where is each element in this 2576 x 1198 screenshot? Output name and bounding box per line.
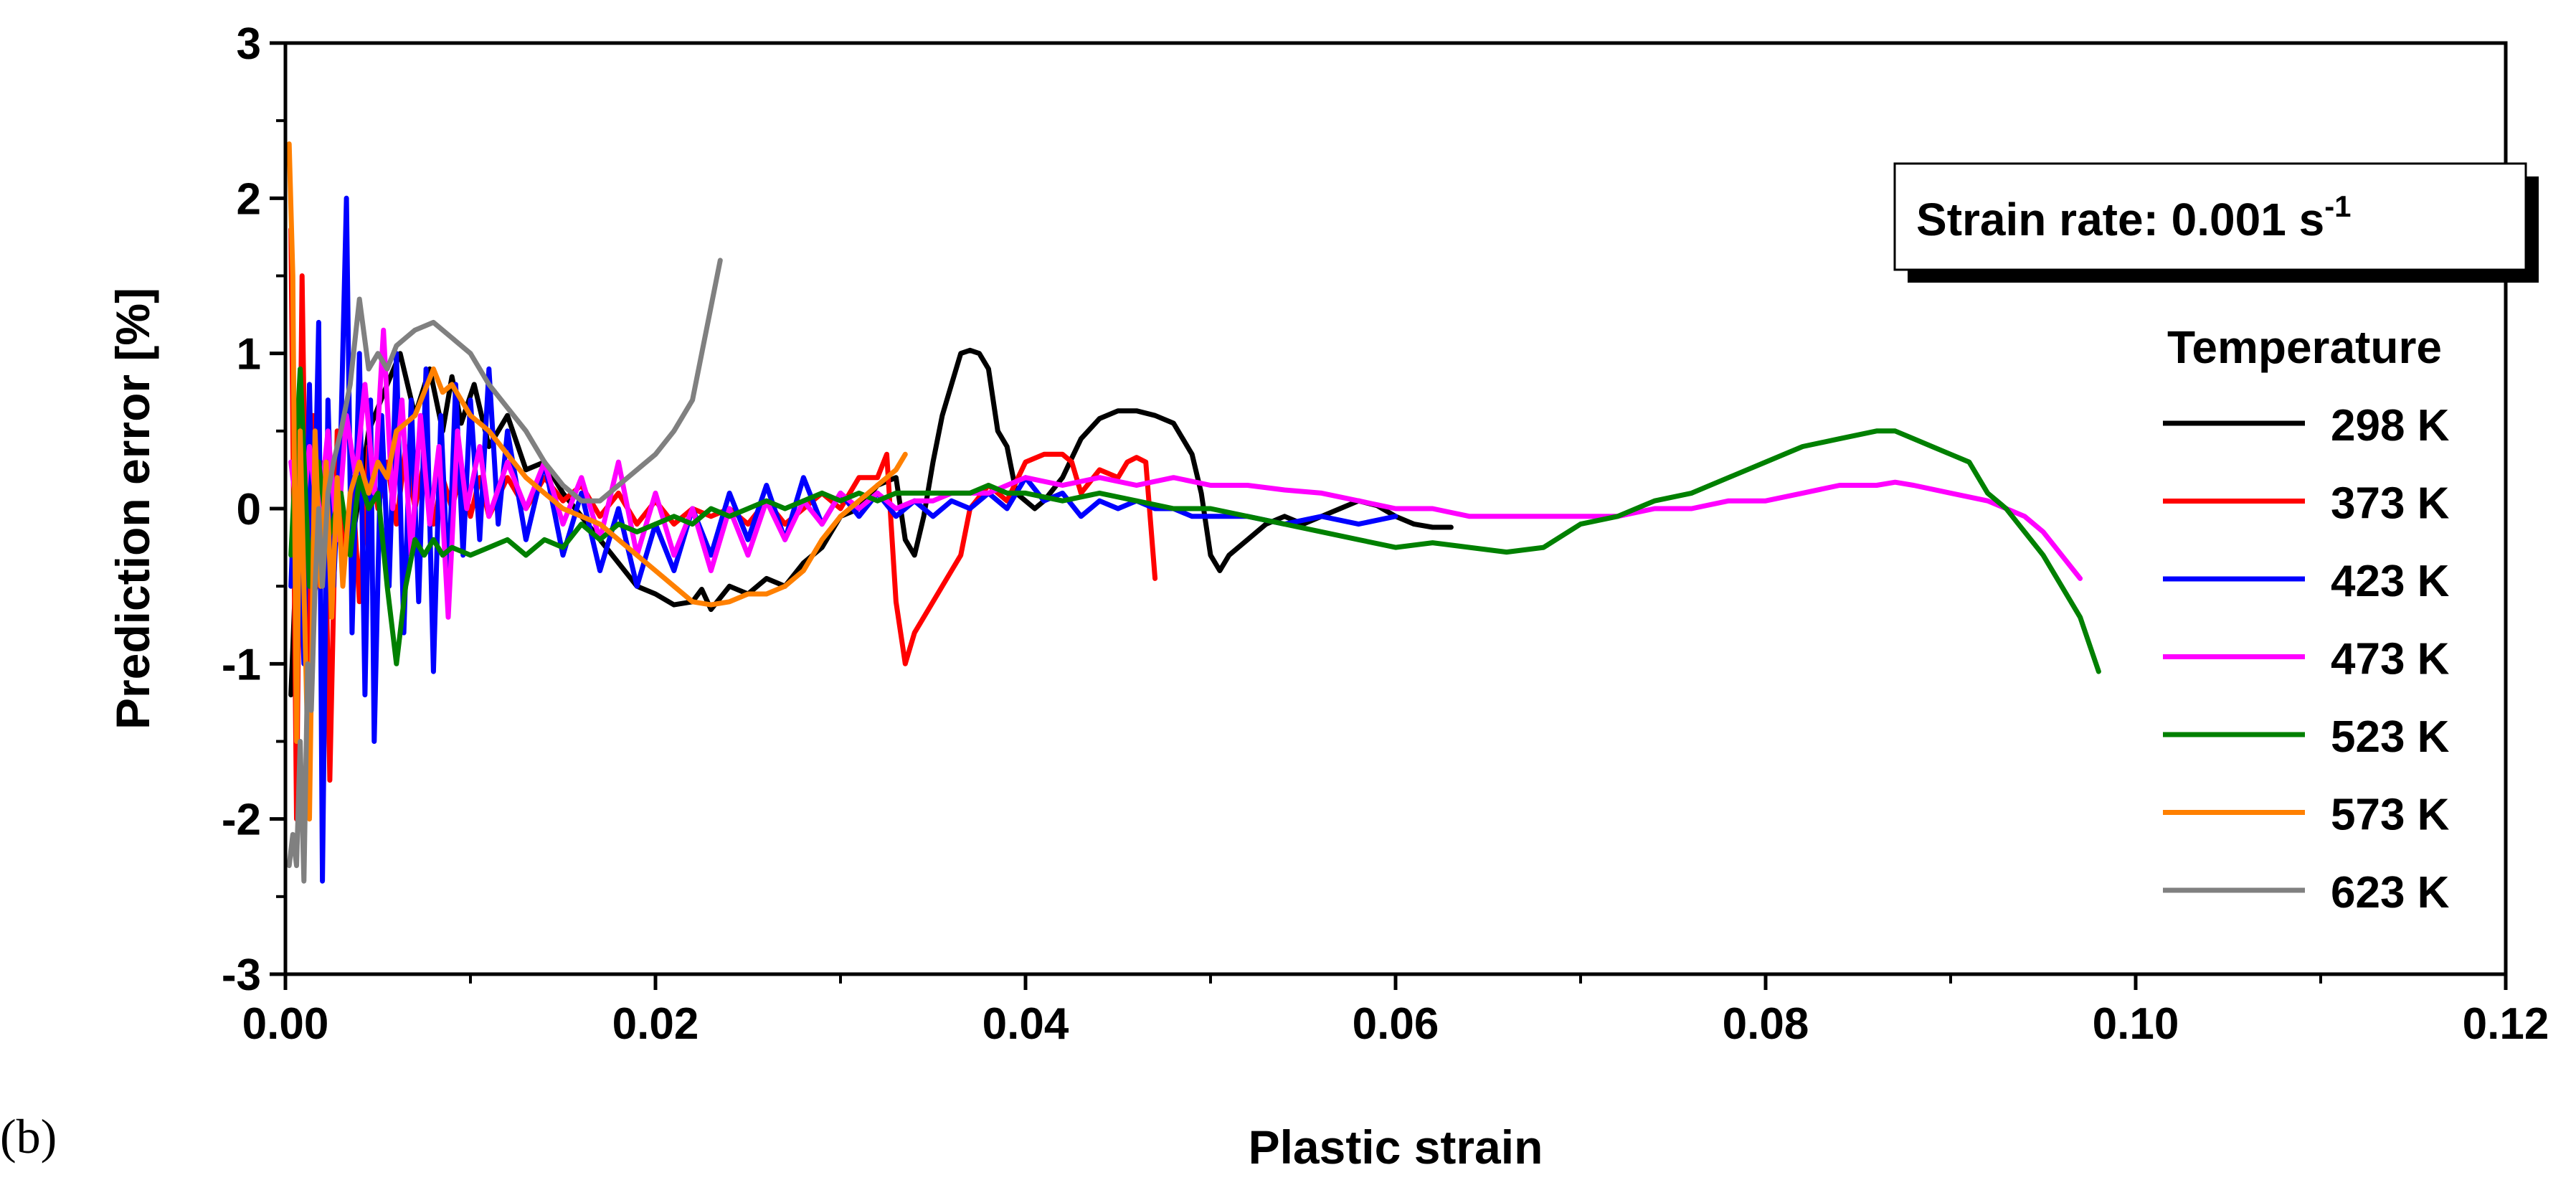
x-tick-label: 0.08 — [1723, 999, 1809, 1049]
annotation-superscript: -1 — [2324, 189, 2351, 223]
panel-label: (b) — [0, 1109, 57, 1164]
annotation-main-text: Strain rate: 0.001 s — [1916, 194, 2324, 245]
x-tick-label: 0.00 — [242, 999, 329, 1049]
legend-label: 573 K — [2331, 791, 2450, 840]
y-tick-label: 2 — [237, 174, 261, 224]
legend-label: 623 K — [2331, 868, 2450, 918]
y-tick-label: 1 — [237, 330, 261, 379]
x-tick-label: 0.10 — [2093, 999, 2179, 1049]
legend-label: 423 K — [2331, 557, 2450, 606]
x-tick-label: 0.02 — [612, 999, 699, 1049]
y-tick-label: -1 — [222, 640, 261, 689]
annotation-text: Strain rate: 0.001 s-1 — [1916, 189, 2352, 245]
legend: Temperature 298 K 373 K 423 K 473 K 523 K 573… — [2163, 321, 2450, 918]
series-line-298k — [288, 347, 1454, 698]
x-axis-label: Plastic strain — [1249, 1121, 1543, 1174]
y-tick-label: 3 — [237, 19, 261, 69]
x-tick-label: 0.04 — [982, 999, 1069, 1049]
legend-label: 473 K — [2331, 635, 2450, 684]
annotation-box — [1893, 162, 2527, 271]
legend-label: 523 K — [2331, 712, 2450, 762]
legend-label: 373 K — [2331, 479, 2450, 529]
y-tick-label: 0 — [237, 485, 261, 534]
series-line-523k — [288, 366, 2101, 674]
x-tick-label: 0.06 — [1353, 999, 1439, 1049]
x-tick-label: 0.12 — [2463, 999, 2549, 1049]
legend-title: Temperature — [2167, 321, 2442, 373]
legend-label: 298 K — [2331, 401, 2450, 451]
y-tick-label: -2 — [222, 796, 261, 845]
y-tick-label: -3 — [222, 951, 261, 1000]
y-axis-label: Prediction error [%] — [106, 288, 159, 730]
series-line-623k — [286, 258, 723, 884]
series-line-473k — [288, 327, 2083, 620]
series-line-423k — [288, 195, 1398, 884]
axes-layer: 0.00 0.02 0.04 0.06 0.08 0.10 0.12 -3 -2 -1 0 1 2 3 — [222, 19, 2549, 1049]
series-layer — [286, 141, 2101, 884]
strain-rate-annotation: Strain rate: 0.001 s-1 — [1893, 162, 2539, 283]
